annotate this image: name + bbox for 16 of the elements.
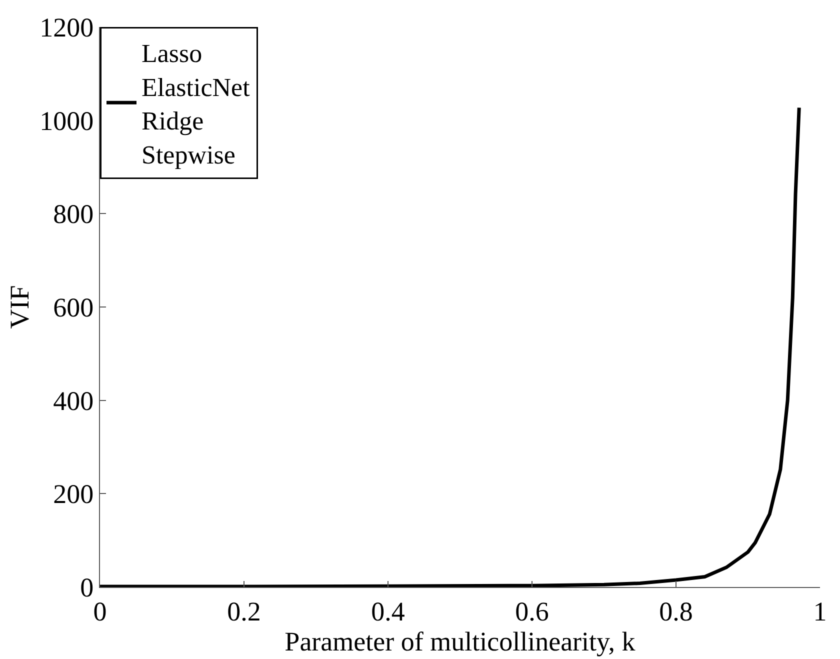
x-tick-label: 0.8	[659, 596, 693, 626]
y-tick-label: 0	[80, 572, 94, 602]
y-tick-label: 600	[53, 292, 94, 322]
y-tick-label: 400	[53, 386, 94, 416]
x-tick-label: 0.6	[515, 596, 549, 626]
y-axis-title: VIF	[4, 285, 35, 329]
y-tick-label: 1200	[40, 12, 94, 42]
y-tick-label: 200	[53, 479, 94, 510]
x-tick-label: 0.2	[227, 596, 261, 626]
x-tick-label: 1	[813, 596, 827, 626]
legend-label: Lasso ElasticNet Ridge Stepwise	[142, 39, 251, 170]
x-tick-label: 0.4	[371, 596, 406, 626]
x-axis-title: Parameter of multicollinearity, k	[284, 626, 636, 656]
y-tick-label: 800	[53, 199, 94, 230]
line-series	[100, 106, 801, 587]
y-tick-label: 1000	[40, 106, 94, 136]
